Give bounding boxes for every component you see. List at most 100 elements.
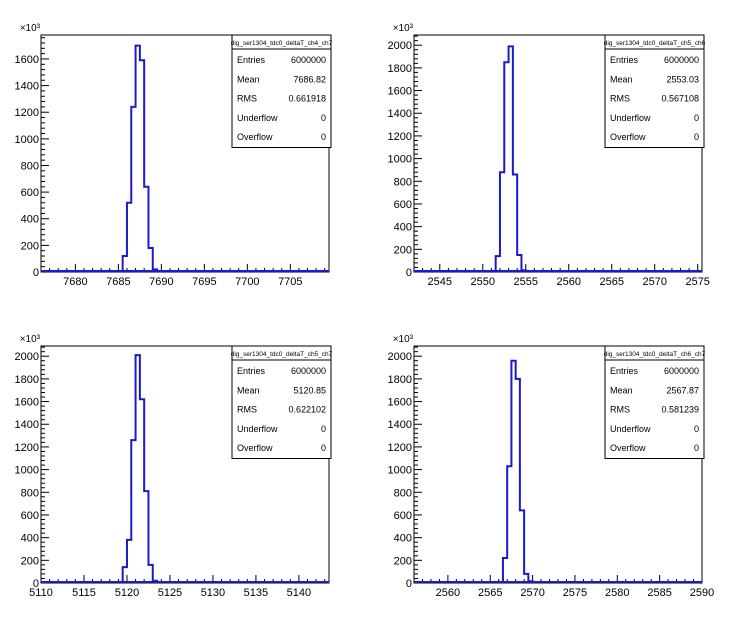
stats-label: Mean <box>237 74 260 84</box>
stats-label: Underflow <box>237 424 278 434</box>
stats-label: Entries <box>237 55 266 65</box>
x-tick-label: 2580 <box>605 587 629 599</box>
stats-box-frame <box>231 34 332 148</box>
stats-value: 6000000 <box>291 55 326 65</box>
y-multiplier-label: ×10³ <box>20 23 41 34</box>
stats-label: Entries <box>610 366 639 376</box>
y-tick-label: 1000 <box>388 465 412 477</box>
stats-value: 0 <box>321 113 326 123</box>
x-tick-label: 2560 <box>557 276 581 288</box>
y-tick-label: 1800 <box>15 374 39 386</box>
y-tick-label: 400 <box>394 533 412 545</box>
stats-label: Underflow <box>237 113 278 123</box>
stats-label: Mean <box>610 385 633 395</box>
y-tick-label: 1400 <box>15 81 39 93</box>
y-tick-label: 1200 <box>388 442 412 454</box>
stats-box: dig_ser1304_tdc0_deltaT_ch4_ch7 Entries 60… <box>231 34 333 148</box>
x-tick-label: 5135 <box>244 587 268 599</box>
stats-box-frame <box>231 345 332 459</box>
y-tick-label: 2000 <box>388 351 412 363</box>
x-tick-label: 2555 <box>514 276 538 288</box>
y-tick-label: 0 <box>33 578 39 590</box>
y-tick-label: 1400 <box>388 108 412 120</box>
y-tick-label: 0 <box>406 267 412 279</box>
y-tick-label: 1200 <box>15 442 39 454</box>
stats-box: dig_ser1304_tdc0_deltaT_ch5_ch7 Entries 60… <box>231 345 333 459</box>
stats-value: 0 <box>321 424 326 434</box>
stats-title: dig_ser1304_tdc0_deltaT_ch5_ch6 <box>604 40 706 47</box>
stats-value: 0.622102 <box>288 405 326 415</box>
histogram-outline <box>121 44 159 272</box>
stats-label: Underflow <box>610 113 651 123</box>
stats-value: 6000000 <box>291 366 326 376</box>
histogram-panel-2: 2545 2550 2555 2560 2565 2570 2575 0 200 400 600 80… <box>388 23 710 288</box>
x-tick-label: 2560 <box>436 587 460 599</box>
stats-value: 0.567108 <box>661 94 699 104</box>
x-tick-label: 5120 <box>115 587 139 599</box>
histogram-panel-1: 7680 7685 7690 7695 7700 7705 0 200 400 600 800 100… <box>15 23 333 288</box>
stats-value: 6000000 <box>664 55 699 65</box>
x-tick-label: 5140 <box>287 587 311 599</box>
y-tick-label: 1400 <box>388 419 412 431</box>
y-tick-label: 1600 <box>15 54 39 66</box>
y-tick-label: 600 <box>394 510 412 522</box>
x-tick-label: 2570 <box>520 587 544 599</box>
stats-label: RMS <box>237 405 257 415</box>
stats-label: Entries <box>610 55 639 65</box>
y-tick-label: 200 <box>394 244 412 256</box>
x-tick-label: 7705 <box>278 276 302 288</box>
y-tick-label: 800 <box>21 487 39 499</box>
y-tick-label: 400 <box>21 533 39 545</box>
stats-value: 0 <box>321 443 326 453</box>
y-tick-label: 0 <box>33 267 39 279</box>
stats-value: 0 <box>321 132 326 142</box>
x-tick-label: 2585 <box>647 587 671 599</box>
x-tick-label: 7695 <box>192 276 216 288</box>
stats-box-frame <box>604 34 705 148</box>
y-tick-label: 1400 <box>15 419 39 431</box>
x-tick-label: 2545 <box>428 276 452 288</box>
y-tick-label: 1000 <box>15 465 39 477</box>
stats-title: dig_ser1304_tdc0_deltaT_ch4_ch7 <box>231 40 333 47</box>
stats-value: 6000000 <box>664 366 699 376</box>
y-tick-label: 200 <box>21 555 39 567</box>
y-tick-label: 1800 <box>388 63 412 75</box>
x-tick-label: 2575 <box>685 276 709 288</box>
y-tick-label: 0 <box>406 578 412 590</box>
stats-value: 0.661918 <box>288 94 326 104</box>
stats-box: dig_ser1304_tdc0_deltaT_ch6_ch7 Entries 60… <box>604 345 706 459</box>
histogram-outline <box>121 354 159 583</box>
histogram-panel-3: 5110 5115 5120 5125 5130 5135 5140 0 200 400 600 80… <box>15 334 333 599</box>
x-tick-label: 5130 <box>201 587 225 599</box>
y-tick-label: 1800 <box>388 374 412 386</box>
stats-value: 0 <box>694 443 699 453</box>
stats-title: dig_ser1304_tdc0_deltaT_ch6_ch7 <box>604 351 706 358</box>
y-multiplier-label: ×10³ <box>393 334 414 345</box>
y-tick-label: 1200 <box>388 131 412 143</box>
stats-label: RMS <box>237 94 257 104</box>
stats-label: Entries <box>237 366 266 376</box>
x-tick-label: 7690 <box>149 276 173 288</box>
x-tick-label: 7685 <box>106 276 130 288</box>
stats-value: 7686.82 <box>293 74 326 84</box>
y-tick-label: 800 <box>394 176 412 188</box>
x-tick-label: 2565 <box>599 276 623 288</box>
histogram-outline <box>494 45 527 272</box>
y-tick-label: 800 <box>21 160 39 172</box>
x-tick-label: 7700 <box>235 276 259 288</box>
stats-box-frame <box>604 345 705 459</box>
y-multiplier-label: ×10³ <box>20 334 41 345</box>
x-tick-label: 5115 <box>72 587 96 599</box>
y-tick-label: 400 <box>21 214 39 226</box>
y-tick-label: 600 <box>21 510 39 522</box>
y-tick-label: 2000 <box>15 351 39 363</box>
stats-value: 0 <box>694 132 699 142</box>
x-tick-label: 2570 <box>642 276 666 288</box>
y-tick-label: 200 <box>21 240 39 252</box>
x-tick-label: 5125 <box>158 587 182 599</box>
x-tick-label: 5110 <box>29 587 53 599</box>
y-tick-label: 800 <box>394 487 412 499</box>
stats-label: Overflow <box>610 443 646 453</box>
y-tick-label: 1000 <box>388 154 412 166</box>
